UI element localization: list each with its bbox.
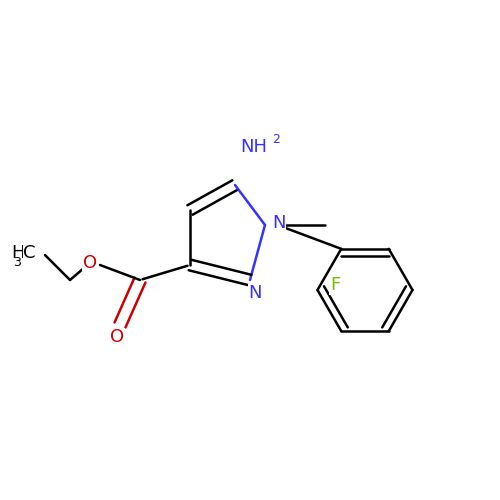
Text: O: O bbox=[83, 254, 97, 272]
Text: F: F bbox=[330, 276, 340, 294]
Text: H: H bbox=[12, 244, 25, 262]
Text: N: N bbox=[272, 214, 286, 232]
Text: O: O bbox=[110, 328, 124, 346]
Text: N: N bbox=[248, 284, 262, 302]
Text: 3: 3 bbox=[13, 256, 21, 269]
Text: C: C bbox=[22, 244, 35, 262]
Text: NH: NH bbox=[240, 138, 267, 156]
Text: 2: 2 bbox=[272, 133, 280, 146]
